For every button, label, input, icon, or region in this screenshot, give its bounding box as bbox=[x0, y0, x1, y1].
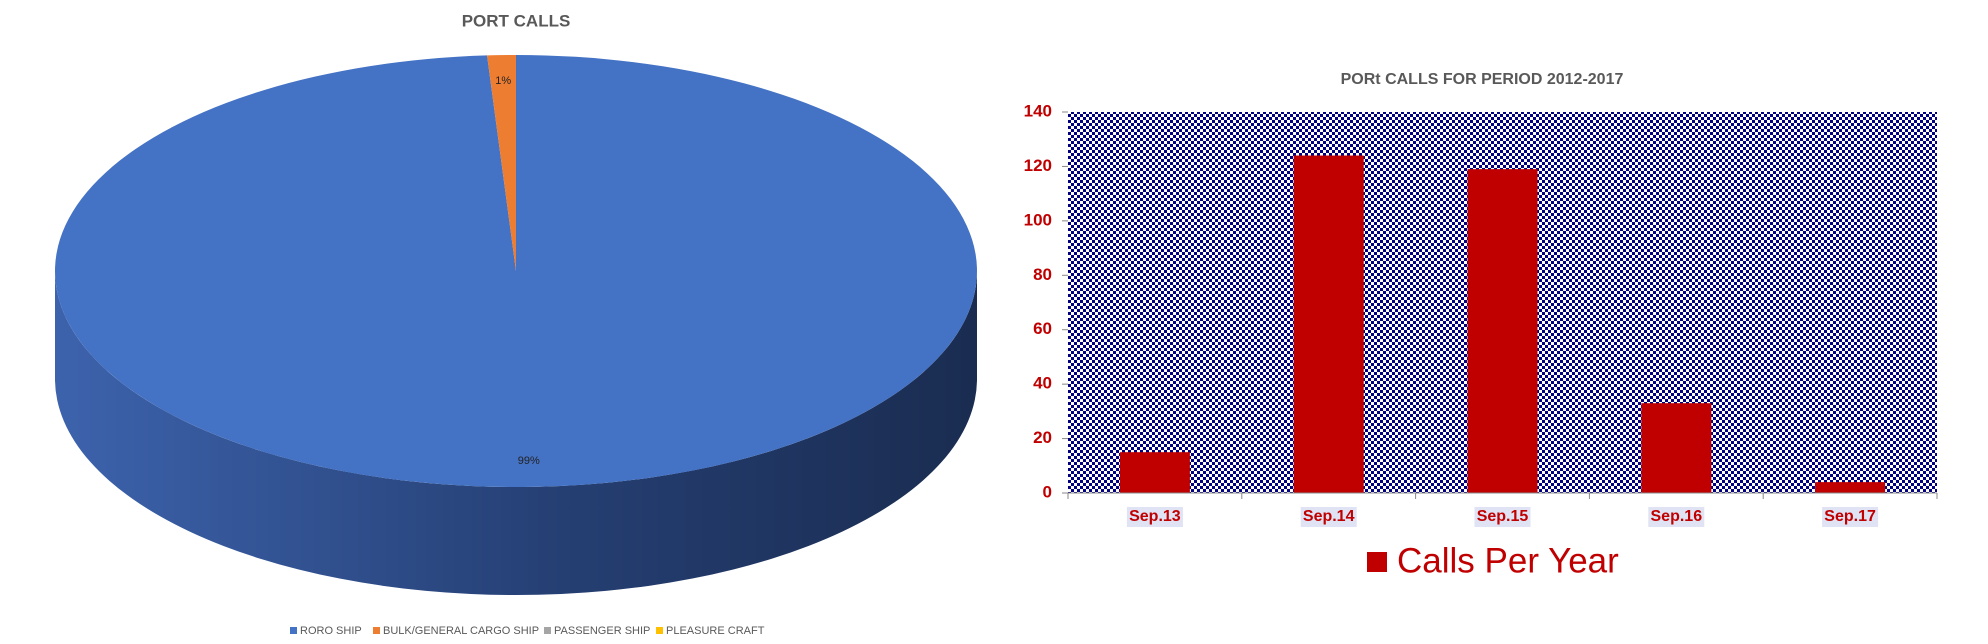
y-tick-label: 0 bbox=[1043, 482, 1052, 501]
bar bbox=[1293, 155, 1364, 494]
legend-label: Calls Per Year bbox=[1397, 541, 1619, 580]
pie-slice bbox=[54, 55, 978, 488]
bar bbox=[1815, 482, 1886, 493]
legend-swatch bbox=[544, 627, 551, 634]
legend-swatch bbox=[290, 627, 297, 634]
label-bg bbox=[1126, 507, 1183, 527]
pie-slice bbox=[487, 55, 516, 271]
y-tick-label: 140 bbox=[1024, 101, 1052, 120]
legend-label: PLEASURE CRAFT bbox=[666, 625, 765, 637]
y-tick-label: 120 bbox=[1024, 156, 1052, 175]
chart-title: PORt CALLS FOR PERIOD 2012-2017 bbox=[1341, 71, 1624, 88]
x-tick-label: Sep.15 bbox=[1477, 508, 1529, 525]
legend-swatch bbox=[1367, 552, 1387, 572]
data-label: 99% bbox=[518, 455, 540, 467]
legend-swatch bbox=[373, 627, 380, 634]
data-label: 1% bbox=[495, 75, 511, 87]
label-bg bbox=[1822, 507, 1879, 527]
legend-label: BULK/GENERAL CARGO SHIP bbox=[383, 625, 539, 637]
legend-label: PASSENGER SHIP bbox=[554, 625, 650, 637]
x-tick-label: Sep.17 bbox=[1824, 508, 1876, 525]
y-tick-label: 100 bbox=[1024, 210, 1052, 229]
label-bg bbox=[1648, 507, 1705, 527]
legend-swatch bbox=[656, 627, 663, 634]
bar bbox=[1467, 169, 1538, 493]
x-tick-label: Sep.13 bbox=[1129, 508, 1181, 525]
bar bbox=[1119, 452, 1190, 493]
pie-side bbox=[55, 271, 977, 595]
y-tick-label: 20 bbox=[1033, 428, 1052, 447]
x-tick-label: Sep.16 bbox=[1651, 508, 1703, 525]
label-bg bbox=[1300, 507, 1357, 527]
y-tick-label: 40 bbox=[1033, 374, 1052, 393]
chart-title: PORT CALLS bbox=[462, 11, 571, 30]
y-tick-label: 60 bbox=[1033, 319, 1052, 338]
legend-label: RORO SHIP bbox=[300, 625, 362, 637]
bar bbox=[1641, 403, 1712, 493]
y-tick-label: 80 bbox=[1033, 265, 1052, 284]
label-bg bbox=[1474, 507, 1531, 527]
x-tick-label: Sep.14 bbox=[1303, 508, 1355, 525]
